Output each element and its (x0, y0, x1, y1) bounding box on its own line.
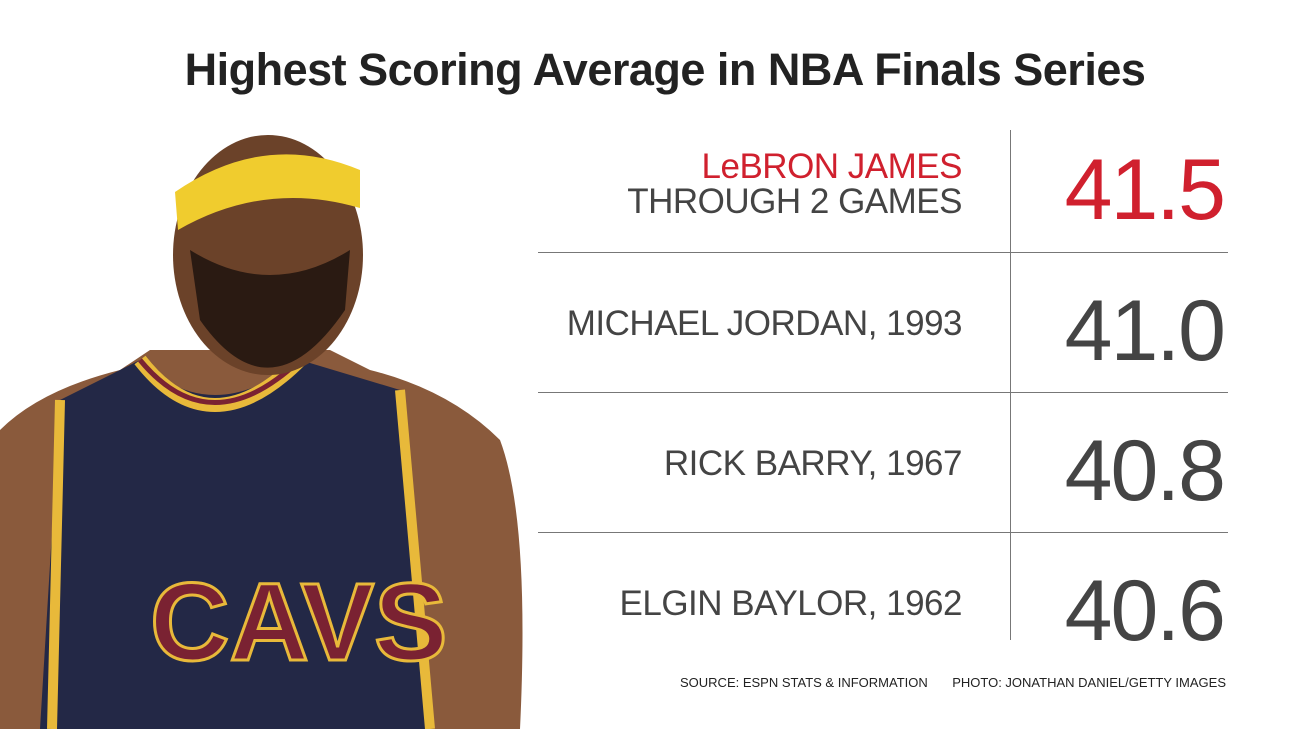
svg-text:CAVS: CAVS (150, 561, 447, 684)
player-name: MICHAEL JORDAN, 1993 (566, 304, 963, 343)
average: 40.6 (1064, 563, 1226, 659)
player-name: LeBRON JAMES (701, 147, 963, 186)
player-detail: THROUGH 2 GAMES (627, 182, 962, 221)
divider (538, 532, 1228, 533)
divider (1010, 130, 1011, 640)
average: 41.0 (1064, 283, 1226, 379)
player-name: ELGIN BAYLOR, 1962 (619, 584, 963, 623)
divider (538, 252, 1228, 253)
source-credit: SOURCE: ESPN STATS & INFORMATION (680, 675, 928, 690)
player-name: RICK BARRY, 1967 (663, 444, 963, 483)
player-photo: CAVS (0, 135, 523, 729)
average: 40.8 (1064, 423, 1226, 519)
title: Highest Scoring Average in NBA Finals Se… (184, 44, 1146, 95)
average: 41.5 (1064, 142, 1226, 238)
photo-credit: PHOTO: JONATHAN DANIEL/GETTY IMAGES (952, 675, 1226, 690)
divider (538, 392, 1228, 393)
